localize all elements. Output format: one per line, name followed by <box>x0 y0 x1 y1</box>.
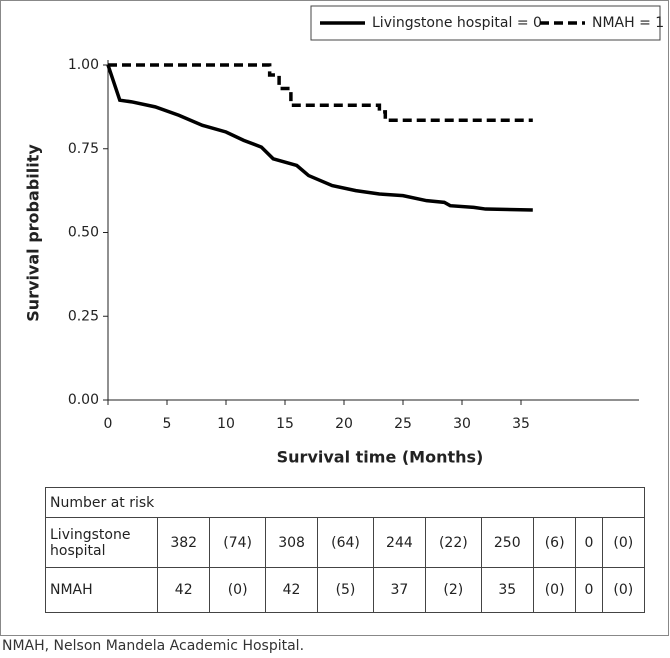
legend-label: NMAH = 1 <box>592 15 664 31</box>
risk-cell: (64) <box>317 517 374 568</box>
risk-cell: 382 <box>156 517 211 568</box>
risk-cell: (0) <box>601 567 646 613</box>
risk-cell: 308 <box>264 517 319 568</box>
y-tick-label: 0.50 <box>68 225 99 241</box>
risk-cell: (74) <box>209 517 266 568</box>
risk-cell: 42 <box>264 567 319 613</box>
risk-cell: (0) <box>209 567 266 613</box>
x-tick-label: 15 <box>276 416 294 432</box>
figure-frame <box>0 0 669 636</box>
risk-row: NMAH 42 (0) 42 (5) 37 (2) 35 (0) 0 (0) <box>45 567 646 613</box>
risk-cell: 250 <box>480 517 534 568</box>
risk-row: Livingstone hospital 382 (74) 308 (64) 244 (22… <box>45 517 646 568</box>
chart: Survival time (Months) Survival probabil… <box>24 5 664 467</box>
row-label: NMAH <box>45 567 158 613</box>
y-tick-label: 0.00 <box>68 392 99 408</box>
risk-cell: 37 <box>372 567 427 613</box>
risk-cell: 0 <box>575 567 603 613</box>
risk-cell: (2) <box>425 567 482 613</box>
risk-cell: (6) <box>532 517 577 568</box>
y-tick-label: 0.25 <box>68 308 99 324</box>
footnote: NMAH, Nelson Mandela Academic Hospital. <box>2 638 305 654</box>
y-tick-label: 0.75 <box>68 141 99 157</box>
risk-cell: 244 <box>372 517 427 568</box>
risk-cell: (22) <box>425 517 482 568</box>
x-tick-label: 35 <box>512 416 530 432</box>
x-tick-label: 5 <box>163 416 172 432</box>
x-tick-label: 20 <box>335 416 353 432</box>
x-axis-title: Survival time (Months) <box>277 448 484 467</box>
survival-line <box>106 64 533 212</box>
legend-box <box>310 5 661 41</box>
survival-line <box>108 63 533 123</box>
risk-cell: 0 <box>575 517 603 568</box>
risk-table: Number at risk Livingstone hospital 382 (74… <box>45 487 646 613</box>
risk-cell: (5) <box>317 567 374 613</box>
header-row: Number at risk <box>45 487 645 518</box>
risk-cell: (0) <box>601 517 646 568</box>
table-header: Number at risk <box>45 487 645 518</box>
row-label: Livingstone hospital <box>45 517 158 568</box>
risk-cell: 35 <box>480 567 534 613</box>
y-axis-title: Survival probability <box>24 144 43 322</box>
risk-cell: 42 <box>156 567 211 613</box>
x-tick-label: 10 <box>217 416 235 432</box>
x-tick-label: 0 <box>104 416 113 432</box>
x-tick-label: 30 <box>453 416 471 432</box>
legend-label: Livingstone hospital = 0 <box>372 15 542 31</box>
x-tick-label: 25 <box>394 416 412 432</box>
y-tick-label: 1.00 <box>68 57 99 73</box>
risk-cell: (0) <box>532 567 577 613</box>
